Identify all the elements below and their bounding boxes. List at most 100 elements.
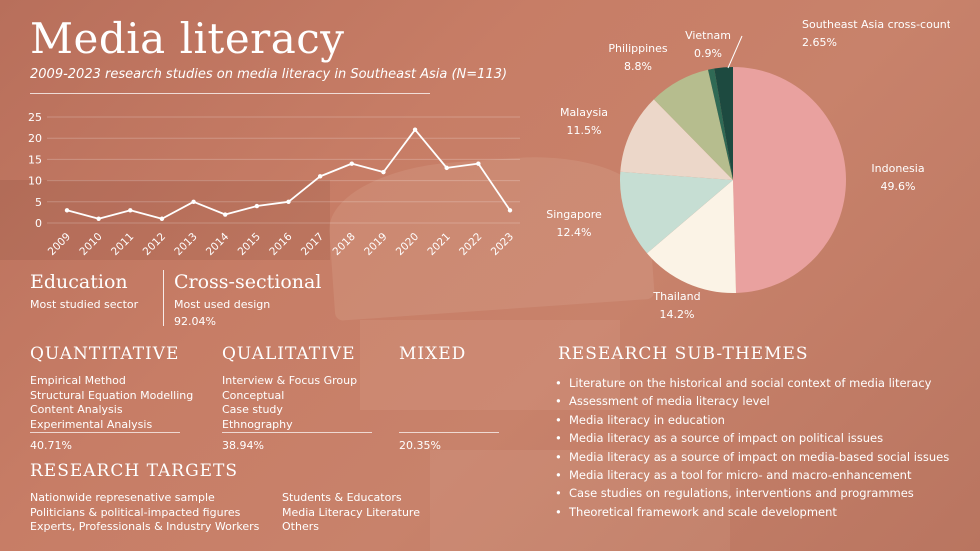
pie-slice: [714, 67, 733, 180]
x-tick-label: 2018: [331, 231, 358, 258]
list-item: Experimental Analysis: [30, 417, 153, 431]
list-item: Media Literacy Literature: [282, 505, 420, 519]
list-item: Nationwide represenative sample: [30, 491, 215, 504]
slice-label: Southeast Asia cross-country: [802, 18, 950, 31]
qualitative-list: Interview & Focus Group Conceptual Case …: [222, 374, 357, 432]
list-item: Media literacy as a tool for micro- and …: [555, 466, 949, 485]
stat-education-heading: Education: [30, 271, 128, 293]
data-point: [317, 174, 323, 179]
list-item: Media literacy in education: [555, 411, 949, 430]
list-item: Theoretical framework and scale developm…: [555, 503, 949, 522]
slice-value-label: 2.65%: [802, 36, 837, 49]
list-item: Case studies on regulations, interventio…: [555, 484, 949, 503]
data-point: [444, 165, 449, 171]
stat-education-label: Most studied sector: [30, 298, 139, 311]
title-divider: [30, 93, 430, 94]
quantitative-list: Empirical Method Structural Equation Mod…: [30, 374, 193, 432]
targets-list-left: Nationwide represenative sample Politici…: [30, 491, 259, 535]
stat-cross-value: 92.04%: [174, 315, 216, 328]
page-subtitle: 2009-2023 research studies on media lite…: [30, 67, 508, 82]
mixed-heading: MIXED: [399, 344, 467, 364]
subthemes-list: Literature on the historical and social …: [555, 374, 949, 522]
slice-value-label: 12.4%: [557, 226, 592, 239]
quantitative-heading: QUANTITATIVE: [30, 344, 180, 364]
stat-divider: [163, 270, 164, 326]
slice-label: Vietnam: [685, 29, 731, 42]
pie-slice: [646, 180, 737, 293]
x-tick-label: 2015: [236, 231, 263, 258]
list-item: Media literacy as a source of impact on …: [555, 429, 949, 448]
x-tick-label: 2017: [299, 231, 326, 258]
stat-cross-label: Most used design: [174, 298, 271, 311]
list-item: Media literacy as a source of impact on …: [555, 448, 949, 467]
mixed-divider: [399, 432, 499, 433]
slice-value-label: 0.9%: [694, 47, 722, 60]
background-shadow: [0, 180, 330, 260]
list-item: Content Analysis: [30, 403, 123, 416]
list-item: Interview & Focus Group: [222, 374, 358, 387]
list-item: Conceptual: [222, 388, 285, 402]
research-targets-heading: RESEARCH TARGETS: [30, 461, 239, 481]
qualitative-divider: [222, 432, 372, 433]
y-tick-label: 20: [28, 132, 42, 145]
pie-slice: [708, 68, 733, 180]
data-point: [223, 212, 228, 217]
pie-slice: [620, 99, 733, 180]
list-item: Literature on the historical and social …: [555, 374, 949, 393]
data-point: [476, 161, 481, 166]
research-subthemes-heading: RESEARCH SUB-THEMES: [558, 344, 809, 364]
x-tick-label: 2013: [172, 231, 199, 258]
x-tick-label: 2012: [141, 231, 168, 258]
y-tick-label: 0: [35, 217, 42, 230]
data-point: [286, 199, 291, 204]
leader-line: [727, 35, 743, 69]
slice-value-label: 14.2%: [660, 308, 695, 321]
list-item: Ethnography: [222, 417, 293, 431]
pie-slice: [733, 67, 846, 293]
list-item: Structural Equation Modelling: [30, 388, 194, 402]
list-item: Assessment of media literacy level: [555, 392, 949, 411]
line-chart: 0 5 10 15 20 25 2009 2010 2011 2012 2013 2014 2015 20…: [28, 111, 520, 258]
page-title: Media literacy: [30, 14, 345, 63]
x-tick-label: 2022: [457, 231, 484, 258]
quantitative-divider: [30, 432, 180, 433]
slice-label: Malaysia: [560, 106, 608, 119]
slice-label: Thailand: [652, 290, 700, 303]
x-tick-label: 2010: [77, 231, 104, 258]
qualitative-heading: QUALITATIVE: [222, 344, 356, 364]
data-point: [412, 127, 418, 132]
x-tick-label: 2023: [489, 231, 516, 258]
list-item: Empirical Method: [30, 374, 126, 387]
data-point: [159, 216, 165, 221]
slice-label: Philippines: [608, 42, 668, 55]
y-tick-label: 5: [35, 196, 42, 209]
list-item: Students & Educators: [282, 491, 402, 504]
qualitative-percent: 38.94%: [222, 439, 264, 452]
quantitative-percent: 40.71%: [30, 439, 72, 452]
targets-list-right: Students & Educators Media Literacy Lite…: [282, 491, 420, 535]
data-point: [64, 208, 70, 213]
stat-cross-heading: Cross-sectional: [174, 271, 322, 293]
data-point: [191, 199, 196, 204]
data-point: [96, 216, 101, 221]
data-point: [381, 169, 386, 175]
pie-chart: Indonesia 49.6% Thailand 14.2% Singapore 12.4…: [546, 18, 950, 321]
x-tick-label: 2021: [425, 231, 452, 258]
data-point: [349, 161, 354, 166]
list-item: Experts, Professionals & Industry Worker…: [30, 520, 260, 533]
y-tick-label: 15: [28, 153, 42, 166]
x-tick-label: 2014: [204, 230, 232, 258]
x-tick-label: 2009: [46, 231, 73, 258]
x-tick-label: 2011: [109, 231, 136, 258]
list-item: Others: [282, 520, 319, 533]
list-item: Politicians & political-impacted figures: [30, 505, 241, 519]
mixed-percent: 20.35%: [399, 439, 441, 452]
slice-label: Indonesia: [871, 162, 924, 175]
slice-label: Singapore: [546, 208, 602, 221]
slice-value-label: 49.6%: [881, 180, 916, 193]
data-point: [254, 203, 260, 209]
y-tick-label: 10: [28, 175, 42, 188]
pie-slice: [620, 171, 733, 254]
y-tick-label: 25: [28, 111, 42, 124]
series-line: [66, 128, 511, 220]
